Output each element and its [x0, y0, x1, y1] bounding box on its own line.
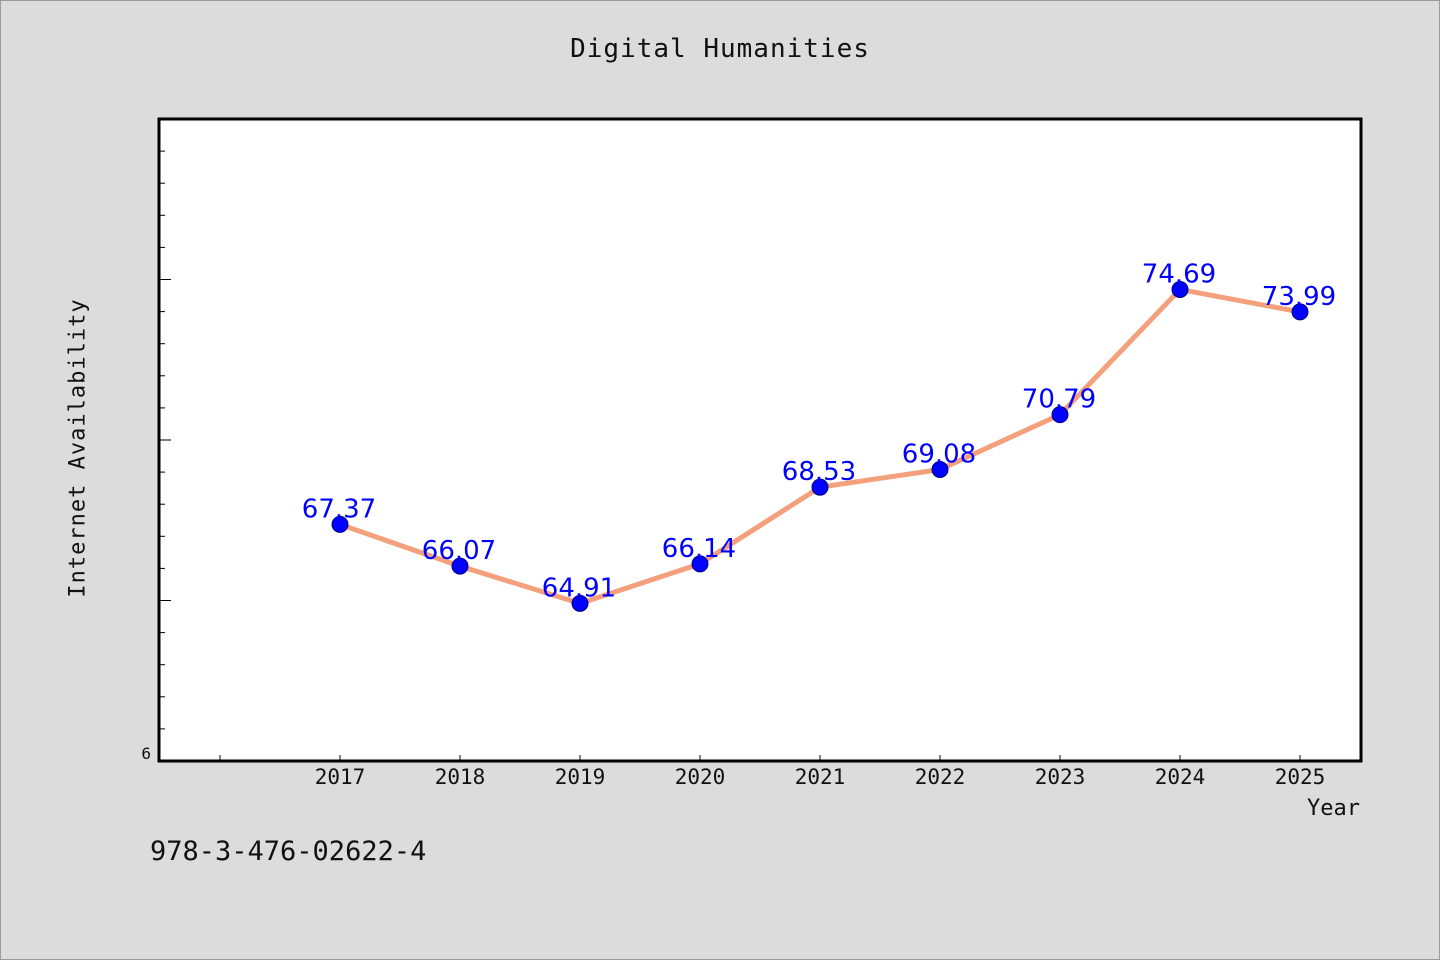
x-tick-label: 2024 [1155, 765, 1206, 789]
data-label: 70.79 [1022, 385, 1096, 415]
x-tick-label: 2020 [675, 765, 726, 789]
data-label: 66.14 [662, 534, 736, 564]
x-tick-label: 2025 [1275, 765, 1326, 789]
data-point [811, 478, 829, 496]
x-tick-label: 2023 [1035, 765, 1086, 789]
data-label: 67.37 [302, 494, 376, 524]
x-tick-label: 2022 [915, 765, 966, 789]
data-point [331, 515, 349, 533]
data-label: 68.53 [782, 457, 856, 487]
data-point [1051, 406, 1069, 424]
plot-area [157, 117, 1363, 763]
x-tick-label: 2019 [555, 765, 606, 789]
y-axis-ticks: 6 [141, 150, 171, 763]
x-tick-label: 2017 [315, 765, 366, 789]
data-point [1291, 303, 1309, 321]
chart-title: Digital Humanities [570, 34, 870, 64]
x-tick-label: 2018 [435, 765, 486, 789]
data-label: 64.91 [542, 573, 616, 603]
data-point [1171, 280, 1189, 298]
x-tick-label: 2021 [795, 765, 846, 789]
data-point [931, 461, 949, 479]
data-label: 74.69 [1142, 259, 1216, 289]
data-label: 69.08 [902, 440, 976, 470]
y-tick-label: 6 [141, 744, 151, 763]
footer-code: 978-3-476-02622-4 [150, 836, 427, 867]
data-point [571, 594, 589, 612]
x-axis-label: Year [1307, 796, 1360, 821]
data-label: 66.07 [422, 536, 496, 566]
data-point [691, 555, 709, 573]
x-axis-ticks: 2017 2018 2019 2020 2021 2022 2023 2024 2025 [219, 755, 1326, 789]
data-label: 73.99 [1262, 282, 1336, 312]
series-layer [331, 280, 1309, 612]
data-point [451, 557, 469, 575]
data-label-layer: 67.37 66.07 64.91 66.14 68.53 69.08 70.79 74.69… [302, 259, 1336, 603]
